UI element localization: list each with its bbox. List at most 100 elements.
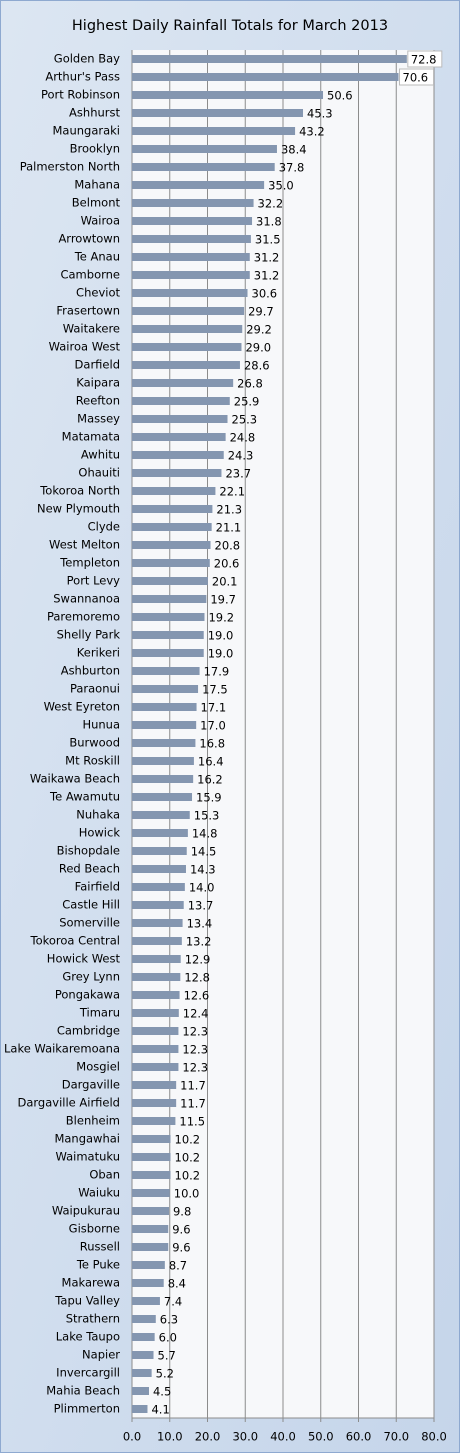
bar bbox=[132, 559, 210, 567]
bar bbox=[132, 1405, 148, 1413]
y-tick-label: Gisborne bbox=[69, 1222, 120, 1236]
y-tick-label: Te Awamutu bbox=[49, 790, 120, 804]
y-tick-label: Awhitu bbox=[81, 448, 120, 462]
bar bbox=[132, 235, 251, 243]
value-label: 24.3 bbox=[228, 449, 254, 463]
bar bbox=[132, 1009, 179, 1017]
value-label: 45.3 bbox=[307, 107, 333, 121]
bar bbox=[132, 1333, 155, 1341]
bar bbox=[132, 271, 250, 279]
bar bbox=[132, 505, 213, 513]
value-label: 15.3 bbox=[194, 809, 220, 823]
value-label: 12.8 bbox=[184, 971, 210, 985]
bar bbox=[132, 1225, 169, 1233]
value-label: 20.8 bbox=[215, 539, 241, 553]
bar bbox=[132, 181, 265, 189]
value-label: 17.0 bbox=[200, 719, 226, 733]
bar bbox=[132, 361, 240, 369]
value-label: 24.8 bbox=[230, 431, 256, 445]
y-tick-label: Arrowtown bbox=[58, 232, 120, 246]
value-label: 12.6 bbox=[184, 989, 210, 1003]
value-label: 31.8 bbox=[256, 215, 282, 229]
value-label: 8.7 bbox=[169, 1259, 187, 1273]
value-label: 12.3 bbox=[182, 1025, 208, 1039]
value-label: 17.5 bbox=[202, 683, 228, 697]
y-tick-label: Waimatuku bbox=[55, 1150, 120, 1164]
bar bbox=[132, 829, 188, 837]
value-label: 43.2 bbox=[299, 125, 325, 139]
y-tick-label: Tokoroa North bbox=[39, 484, 120, 498]
value-label-box bbox=[399, 68, 435, 86]
value-label: 13.7 bbox=[188, 899, 214, 913]
bar bbox=[132, 397, 230, 405]
y-tick-label: Massey bbox=[77, 412, 120, 426]
value-label: 16.4 bbox=[198, 755, 224, 769]
y-tick-label: Te Puke bbox=[76, 1258, 120, 1272]
y-tick-label: Swannanoa bbox=[53, 592, 120, 606]
value-label: 12.9 bbox=[185, 953, 211, 967]
y-tick-label: Howick West bbox=[47, 952, 121, 966]
y-tick-label: New Plymouth bbox=[37, 502, 120, 516]
value-label: 10.0 bbox=[174, 1187, 200, 1201]
y-tick-label: Wairoa West bbox=[49, 340, 121, 354]
bar bbox=[132, 1045, 179, 1053]
bar bbox=[132, 1387, 149, 1395]
bar bbox=[132, 1243, 169, 1251]
y-tick-label: Waitakere bbox=[63, 322, 120, 336]
value-label: 20.6 bbox=[214, 557, 240, 571]
bar bbox=[132, 1207, 169, 1215]
value-label: 32.2 bbox=[258, 197, 284, 211]
y-tick-label: Howick bbox=[79, 826, 121, 840]
value-label: 4.1 bbox=[151, 1403, 169, 1417]
bar bbox=[132, 775, 194, 783]
y-tick-label: Arthur's Pass bbox=[45, 70, 120, 84]
bar bbox=[132, 199, 254, 207]
x-tick-label: 40.0 bbox=[270, 1430, 296, 1444]
y-tick-label: Waipukurau bbox=[52, 1204, 120, 1218]
y-tick-label: Darfield bbox=[75, 358, 120, 372]
bar bbox=[132, 217, 253, 225]
y-tick-label: Mt Roskill bbox=[65, 754, 120, 768]
x-tick-label: 20.0 bbox=[195, 1430, 221, 1444]
bar bbox=[132, 973, 181, 981]
bar bbox=[132, 595, 207, 603]
value-label: 29.7 bbox=[248, 305, 274, 319]
y-tick-label: Camborne bbox=[60, 268, 120, 282]
value-label: 19.0 bbox=[208, 629, 234, 643]
value-label: 14.8 bbox=[192, 827, 218, 841]
y-tick-label: Wairoa bbox=[81, 214, 120, 228]
value-label: 22.1 bbox=[219, 485, 245, 499]
value-label: 35.0 bbox=[268, 179, 294, 193]
bar bbox=[132, 703, 197, 711]
value-label: 19.0 bbox=[208, 647, 234, 661]
y-tick-label: Cambridge bbox=[57, 1024, 120, 1038]
value-label: 17.1 bbox=[201, 701, 227, 715]
value-label: 10.2 bbox=[175, 1133, 201, 1147]
value-label: 19.2 bbox=[208, 611, 234, 625]
bar bbox=[132, 649, 204, 657]
value-label: 72.8 bbox=[411, 53, 437, 67]
bar bbox=[132, 1153, 171, 1161]
y-tick-label: Port Robinson bbox=[41, 88, 120, 102]
value-label: 15.9 bbox=[196, 791, 222, 805]
bar bbox=[132, 1081, 177, 1089]
value-label: 20.1 bbox=[212, 575, 238, 589]
value-label: 11.7 bbox=[180, 1079, 206, 1093]
y-tick-label: Matamata bbox=[62, 430, 120, 444]
bar bbox=[132, 919, 183, 927]
bar bbox=[132, 847, 187, 855]
y-tick-label: Templeton bbox=[59, 556, 120, 570]
y-tick-label: Mangawhai bbox=[54, 1132, 120, 1146]
bar bbox=[132, 451, 224, 459]
value-label: 23.7 bbox=[225, 467, 251, 481]
y-tick-label: Waiuku bbox=[78, 1186, 120, 1200]
y-tick-label: West Melton bbox=[49, 538, 120, 552]
value-label: 10.2 bbox=[175, 1151, 201, 1165]
value-label: 6.0 bbox=[159, 1331, 177, 1345]
value-label: 50.6 bbox=[327, 89, 353, 103]
y-tick-label: Plimmerton bbox=[54, 1402, 120, 1416]
value-label: 29.0 bbox=[245, 341, 271, 355]
bar bbox=[132, 1027, 179, 1035]
y-tick-label: Lake Waikaremoana bbox=[4, 1042, 120, 1056]
